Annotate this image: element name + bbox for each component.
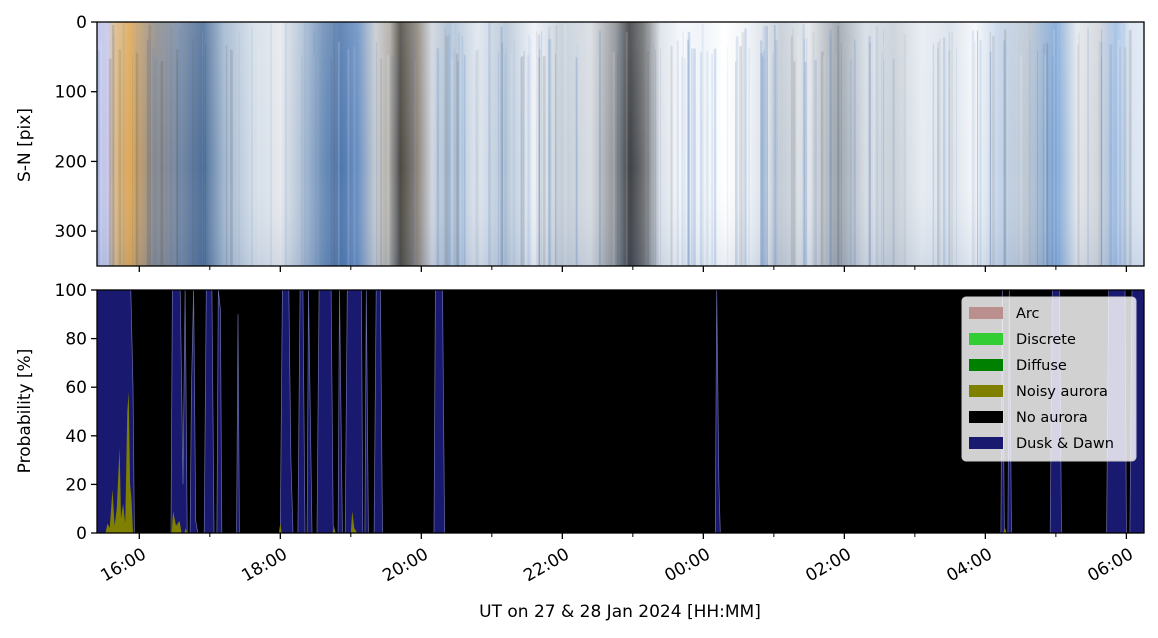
legend-label: Diffuse (1016, 358, 1067, 374)
keogram-y-axis-label: S-N [pix] (15, 108, 35, 182)
probability-x-axis: 16:00 18:00 20:00 22:00 00:00 02:00 04:00 06:00 (97, 533, 1137, 586)
keogram-y-tick-label: 0 (76, 13, 87, 33)
probability-frame (96, 289, 1145, 534)
keogram-shading (97, 22, 1144, 266)
legend-swatch (969, 437, 1003, 449)
keogram-frame (96, 21, 1145, 267)
legend-label: No aurora (1016, 410, 1088, 426)
probability-x-tick-label: 20:00 (379, 544, 431, 586)
keogram-panel: 0 100 200 300 S-N [pix] (15, 13, 1145, 272)
legend: Arc Discrete Diffuse Noisy aurora No aurora D… (961, 296, 1137, 462)
keogram-y-tick-label: 100 (55, 83, 87, 103)
probability-x-tick-label: 02:00 (802, 544, 854, 586)
probability-y-tick-label: 60 (65, 378, 87, 398)
probability-y-axis-label: Probability [%] (15, 349, 35, 474)
probability-panel: 0 20 40 60 80 100 16:00 18:00 20:00 22:00 00:00 02… (15, 281, 1145, 622)
probability-x-tick-label: 22:00 (520, 544, 572, 586)
legend-label: Arc (1016, 306, 1040, 322)
probability-y-tick-label: 40 (65, 427, 87, 447)
x-axis-label: UT on 27 & 28 Jan 2024 [HH:MM] (479, 602, 761, 622)
probability-y-tick-label: 80 (65, 330, 87, 350)
legend-label: Noisy aurora (1016, 384, 1108, 400)
keogram-y-tick-label: 200 (55, 152, 87, 172)
probability-x-tick-label: 04:00 (943, 544, 995, 586)
legend-swatch (969, 333, 1003, 345)
legend-swatch (969, 307, 1003, 319)
probability-x-tick-label: 18:00 (238, 544, 290, 586)
legend-label: Dusk & Dawn (1016, 436, 1114, 452)
probability-x-tick-label: 06:00 (1084, 544, 1136, 586)
legend-swatch (969, 359, 1003, 371)
keogram-x-ticks (138, 266, 1128, 272)
legend-swatch (969, 385, 1003, 397)
probability-x-tick-label: 00:00 (661, 544, 713, 586)
probability-x-tick-label: 16:00 (97, 544, 149, 586)
legend-swatch (969, 411, 1003, 423)
legend-box (961, 296, 1137, 462)
probability-y-tick-label: 100 (55, 281, 87, 301)
legend-label: Discrete (1016, 332, 1076, 348)
probability-y-tick-label: 0 (76, 524, 87, 544)
probability-y-tick-label: 20 (65, 475, 87, 495)
keogram-y-tick-label: 300 (55, 222, 87, 242)
keogram-y-axis: 0 100 200 300 (55, 13, 97, 242)
probability-y-axis: 0 20 40 60 80 100 (55, 281, 97, 544)
